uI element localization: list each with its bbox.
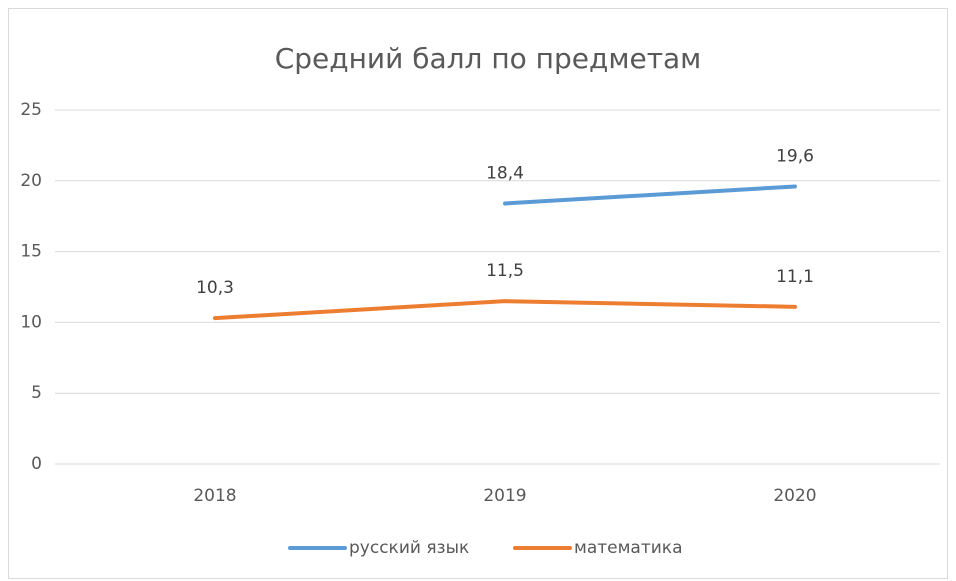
y-tick-label: 25 xyxy=(20,100,42,120)
chart-title: Средний балл по предметам xyxy=(275,42,702,75)
series-line xyxy=(503,184,797,206)
y-tick-label: 5 xyxy=(31,383,42,403)
y-tick-label: 10 xyxy=(20,312,42,332)
series-line xyxy=(213,299,797,321)
y-tick-label: 20 xyxy=(20,171,42,191)
x-tick-label: 2019 xyxy=(483,486,526,506)
x-tick-label: 2020 xyxy=(773,486,816,506)
legend-label: математика xyxy=(574,538,682,558)
data-label: 10,3 xyxy=(196,278,234,298)
y-tick-label: 15 xyxy=(20,242,42,262)
data-label: 18,4 xyxy=(486,163,524,183)
data-label: 19,6 xyxy=(776,146,814,166)
x-tick-label: 2018 xyxy=(193,486,236,506)
y-tick-label: 0 xyxy=(31,454,42,474)
legend-label: русский язык xyxy=(349,538,469,558)
data-label: 11,5 xyxy=(486,261,524,281)
chart-border xyxy=(8,8,948,579)
data-label: 11,1 xyxy=(776,267,814,287)
